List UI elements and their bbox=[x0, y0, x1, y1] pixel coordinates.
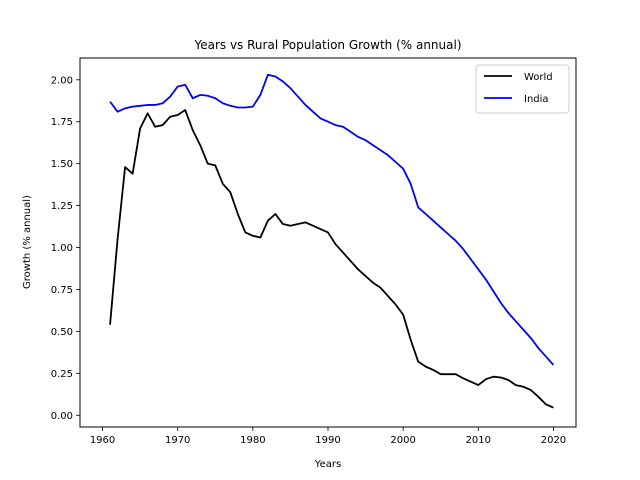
x-tick-label: 1960 bbox=[90, 435, 115, 446]
y-tick-label: 1.25 bbox=[51, 201, 73, 212]
legend-label-india: India bbox=[524, 94, 549, 105]
y-axis: 0.00 0.25 0.50 0.75 1.00 1.25 1.50 1.75 2.00 bbox=[51, 75, 80, 422]
y-tick-label: 1.50 bbox=[51, 159, 73, 170]
x-tick-label: 1970 bbox=[165, 435, 190, 446]
x-tick-label: 1980 bbox=[240, 435, 265, 446]
x-tick-label: 2000 bbox=[390, 435, 415, 446]
y-tick-label: 2.00 bbox=[51, 75, 73, 86]
y-tick-label: 0.50 bbox=[51, 327, 73, 338]
y-tick-label: 1.00 bbox=[51, 243, 73, 254]
x-tick-label: 2020 bbox=[541, 435, 566, 446]
x-tick-label: 1990 bbox=[315, 435, 340, 446]
series-line-india bbox=[109, 73, 555, 366]
y-tick-label: 0.25 bbox=[51, 369, 73, 380]
plot-area bbox=[109, 73, 555, 409]
legend-label-world: World bbox=[524, 72, 553, 83]
y-tick-label: 1.75 bbox=[51, 117, 73, 128]
x-axis: 1960 1970 1980 1990 2000 2010 2020 bbox=[90, 427, 566, 446]
series-line-world bbox=[109, 109, 554, 409]
y-axis-label: Growth (% annual) bbox=[22, 195, 33, 289]
y-tick-label: 0.00 bbox=[51, 411, 73, 422]
x-tick-label: 2010 bbox=[466, 435, 491, 446]
legend: World India bbox=[475, 64, 570, 114]
chart-title: Years vs Rural Population Growth (% annu… bbox=[193, 38, 461, 52]
y-tick-label: 0.75 bbox=[51, 285, 73, 296]
x-axis-label: Years bbox=[314, 459, 341, 470]
legend-box bbox=[475, 64, 570, 114]
